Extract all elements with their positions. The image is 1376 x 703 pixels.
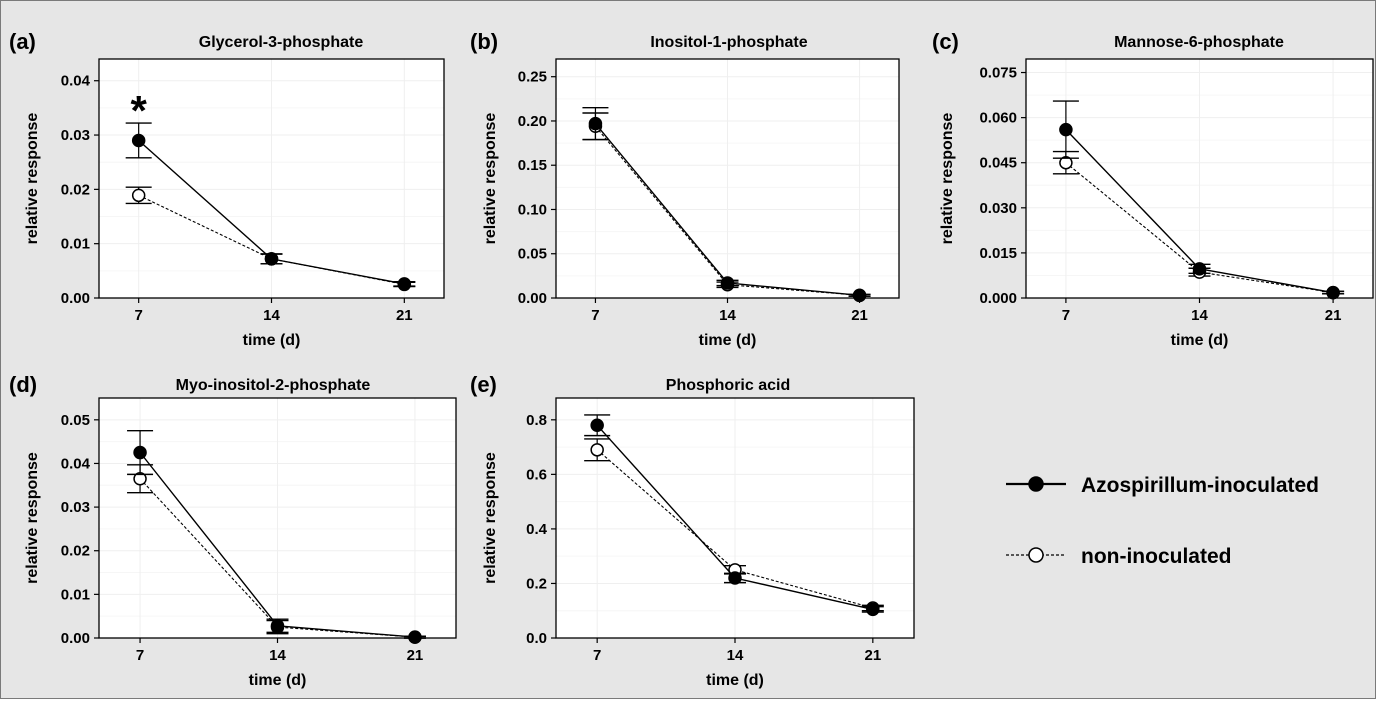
y-tick-label: 0.02 [61,181,90,198]
x-tick-label: 21 [407,647,424,664]
data-point-inoculated [1059,122,1073,137]
legend-label: Azospirillum-inoculated [1081,474,1319,497]
x-tick-label: 7 [591,307,599,324]
y-tick-label: 0.01 [61,586,90,603]
data-point-inoculated [264,252,279,266]
x-tick-label: 21 [864,647,881,664]
data-point-inoculated [131,133,146,148]
x-tick-label: 7 [135,307,143,324]
y-tick-label: 0.04 [61,73,91,90]
y-tick-label: 0.20 [518,113,547,130]
y-tick-label: 0.05 [61,412,90,429]
y-axis-label: relative response [24,113,41,245]
data-point-inoculated [1326,285,1340,300]
data-point-inoculated [866,602,880,617]
chart-panel-2: 0.00 0.05 0.10 0.15 0.20 0.25 7 14 21 time (d) rel… [470,29,900,349]
data-point-non-inoculated [590,443,604,457]
y-tick-label: 0.015 [979,245,1017,262]
data-point-inoculated [720,276,735,290]
y-axis-label: relative response [24,452,41,584]
y-tick-label: 0.045 [979,155,1017,172]
data-point-inoculated [133,445,147,460]
x-tick-label: 7 [1062,307,1070,324]
x-tick-label: 14 [269,647,286,664]
data-point-inoculated [728,571,742,585]
panel-letter: (b) [470,29,498,54]
y-axis-label: relative response [482,113,499,245]
y-tick-label: 0.075 [979,65,1017,82]
y-tick-label: 0.2 [526,575,547,592]
x-tick-label: 21 [1325,307,1342,324]
data-point-inoculated [590,418,604,433]
x-axis-label: time (d) [706,672,764,689]
y-tick-label: 0.6 [526,466,547,483]
x-tick-label: 7 [593,647,601,664]
y-tick-label: 0.000 [979,290,1017,307]
data-point-inoculated [588,116,603,131]
panel-letter: (e) [470,372,497,397]
y-tick-label: 0.04 [61,455,91,472]
panel-letter: (c) [932,29,959,54]
data-point-inoculated [397,277,412,291]
y-tick-label: 0.03 [61,499,90,516]
x-tick-label: 14 [727,647,744,664]
x-tick-label: 14 [719,307,736,324]
x-axis-label: time (d) [243,332,301,349]
panel-title: Mannose-6-phosphate [1114,34,1284,51]
panel-letter: (d) [9,372,37,397]
y-tick-label: 0.030 [979,200,1017,217]
data-point-inoculated [1192,262,1207,276]
y-tick-label: 0.060 [979,110,1017,127]
y-tick-label: 0.15 [518,157,547,174]
x-axis-label: time (d) [699,332,757,349]
panel-title: Inositol-1-phosphate [650,34,807,51]
filled-circle-icon [1028,476,1044,492]
x-tick-label: 21 [396,307,413,324]
y-tick-label: 0.00 [61,630,90,647]
panel-title: Phosphoric acid [666,377,790,394]
y-tick-label: 0.03 [61,127,90,144]
y-tick-label: 0.10 [518,201,547,218]
y-tick-label: 0.02 [61,543,90,560]
chart-panel-4: 0.00 0.01 0.02 0.03 0.04 0.05 7 14 21 time (d) rel… [9,372,457,689]
x-axis-label: time (d) [249,672,307,689]
open-circle-icon [1028,547,1044,563]
y-axis-label: relative response [939,113,956,245]
panel-title: Myo-inositol-2-phosphate [176,377,371,394]
y-tick-label: 0.0 [526,630,547,647]
panel-title: Glycerol-3-phosphate [199,34,364,51]
y-tick-label: 0.00 [518,290,547,307]
legend-item-non-inoculated: non-inoculated [1006,545,1232,568]
y-tick-label: 0.05 [518,246,547,263]
y-tick-label: 0.00 [61,290,90,307]
legend: Azospirillum-inoculated non-inoculated [1006,474,1319,568]
x-axis-label: time (d) [1171,332,1229,349]
chart-panel-3: 0.000 0.015 0.030 0.045 0.060 0.075 7 14 21 time … [932,29,1374,349]
x-tick-label: 21 [851,307,868,324]
y-tick-label: 0.8 [526,412,547,429]
chart-panel-5: 0.0 0.2 0.4 0.6 0.8 7 14 21 time (d) relative res… [470,372,915,689]
y-tick-label: 0.01 [61,236,90,253]
x-tick-label: 14 [263,307,280,324]
y-tick-label: 0.4 [526,521,548,538]
significance-asterisk: * [130,87,147,134]
data-point-inoculated [408,630,422,644]
y-tick-label: 0.25 [518,69,547,86]
panel-letter: (a) [9,29,36,54]
legend-item-inoculated: Azospirillum-inoculated [1006,474,1319,497]
x-tick-label: 14 [1191,307,1208,324]
data-point-non-inoculated [131,188,146,203]
data-point-inoculated [270,619,285,633]
chart-panel-1: 0.00 0.01 0.02 0.03 0.04 7 14 21 time (d) relativ… [9,29,445,349]
x-tick-label: 7 [136,647,144,664]
y-axis-label: relative response [482,452,499,584]
legend-label: non-inoculated [1081,545,1232,568]
